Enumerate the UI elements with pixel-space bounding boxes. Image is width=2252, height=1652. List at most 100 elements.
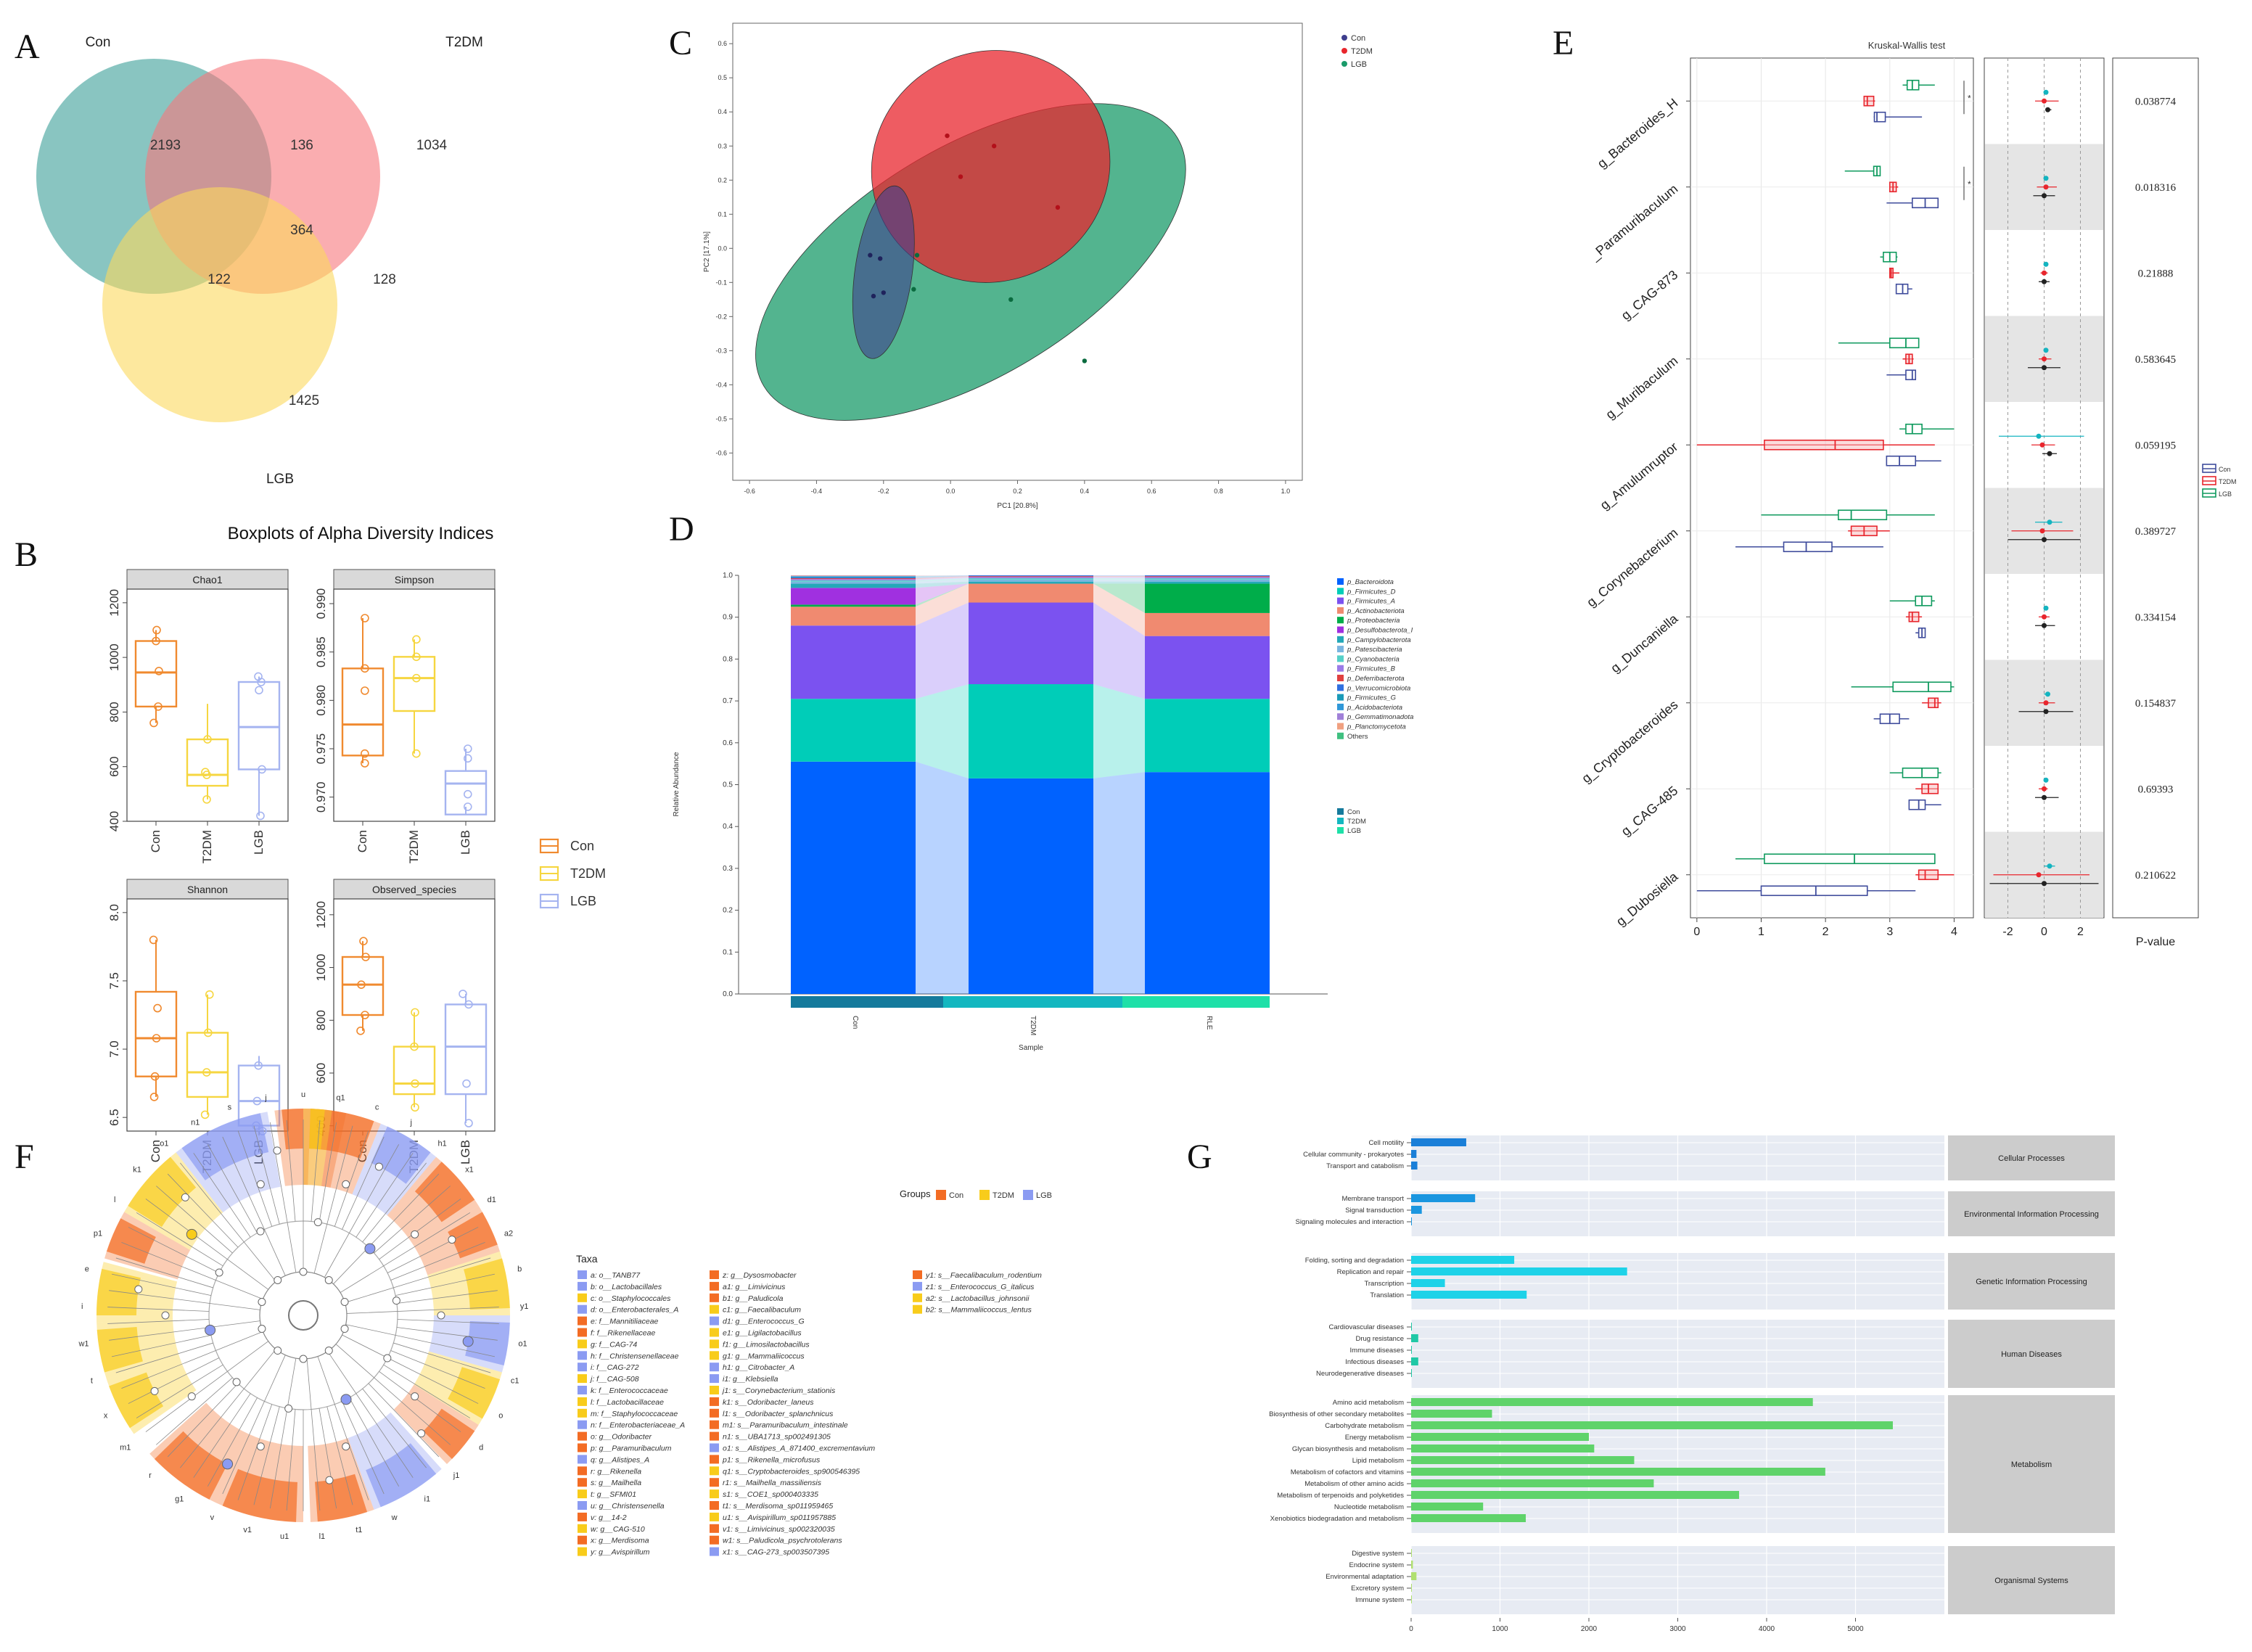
- stack-segment: [969, 576, 1093, 578]
- clade-node-label: v: [210, 1513, 215, 1522]
- taxa-legend-key: [578, 1512, 587, 1521]
- taxon-label: g_Cryptobacteroides: [1579, 697, 1681, 786]
- stack-connector: [916, 575, 969, 579]
- clade-node: [205, 1324, 216, 1336]
- pathway-label: Translation: [1370, 1291, 1404, 1299]
- box-point: [361, 953, 370, 961]
- x-tick-label: 5000: [1847, 1625, 1864, 1633]
- y-tick-label: 0.6: [718, 40, 727, 47]
- box-point: [204, 1028, 213, 1037]
- legend-label: p_Firmicutes_B: [1347, 665, 1396, 673]
- clade-node: [448, 1236, 456, 1244]
- pathway-label: Cellular community - prokaryotes: [1303, 1151, 1404, 1159]
- clade-node: [256, 1442, 265, 1451]
- taxa-legend-label: z: g__Dysosmobacter: [722, 1271, 797, 1280]
- clade-node-label: j: [264, 1093, 266, 1102]
- y-axis-label: Relative Abundance: [673, 752, 681, 816]
- groups-legend-key: [1023, 1190, 1033, 1200]
- clade-node-label: o1: [160, 1140, 168, 1148]
- box: [1889, 337, 1920, 349]
- x-tick-label: 1.0: [1281, 488, 1291, 495]
- pathway-bar: [1411, 1323, 1412, 1331]
- taxa-legend-key: [710, 1512, 719, 1521]
- taxon-label: _Paramuribaculum: [1587, 181, 1681, 264]
- clade-branch: [395, 1273, 496, 1296]
- y-tick-label: 0.0: [718, 244, 727, 252]
- taxa-legend-label: i: f__CAG-272: [591, 1363, 639, 1372]
- clade-node: [411, 1392, 419, 1401]
- stack-segment: [1145, 636, 1270, 699]
- groups-legend-key: [979, 1190, 990, 1200]
- scatter-point: [991, 144, 997, 149]
- box: [1863, 95, 1875, 107]
- taxon-label: g_Muribaculum: [1603, 353, 1681, 422]
- taxa-legend-label: m: f__Staphylococcaceae: [591, 1410, 678, 1418]
- section-strip: [1948, 1546, 2115, 1614]
- box-point: [411, 1103, 419, 1112]
- pathway-label: Membrane transport: [1341, 1195, 1404, 1203]
- stack-connector: [916, 581, 969, 588]
- pathway-label: Nucleotide metabolism: [1334, 1503, 1404, 1511]
- clade-branch: [317, 1356, 369, 1500]
- taxa-legend-key: [913, 1304, 922, 1314]
- clade-node: [340, 1325, 349, 1333]
- pathway-label: Transcription: [1364, 1280, 1404, 1288]
- clade-node-label: d: [479, 1443, 483, 1452]
- taxa-legend-key: [578, 1535, 587, 1545]
- box-point: [464, 744, 472, 753]
- clade-branch: [167, 1173, 239, 1248]
- stack-segment: [791, 578, 916, 580]
- taxa-legend-key: [578, 1397, 587, 1406]
- stack-segment: [791, 604, 916, 607]
- y-tick-label: 0.3: [718, 142, 727, 149]
- clade-node-label: r: [149, 1471, 152, 1480]
- x-tick-label: 4: [1951, 926, 1957, 938]
- box: [1838, 509, 1888, 521]
- clade-branch: [121, 1241, 263, 1299]
- taxon-label: g_Corynebacterium: [1584, 525, 1681, 610]
- legend-key: [1337, 684, 1344, 691]
- section-label: Organismal Systems: [1994, 1577, 2068, 1585]
- taxa-legend-label: q: g__Alistipes_A: [591, 1455, 649, 1464]
- taxa-legend-label: f1: g__Limosilactobacillus: [723, 1340, 810, 1349]
- taxa-legend-key: [578, 1351, 587, 1360]
- ci-point: [2043, 709, 2049, 715]
- ci-point: [2039, 528, 2045, 534]
- box: [1915, 595, 1933, 607]
- clade-root: [288, 1300, 319, 1331]
- ci-point: [2042, 98, 2047, 104]
- y-tick-label: 0.2: [723, 907, 733, 915]
- relative-abundance-stacked-bar: 0.0 0.1 0.2 0.3 0.4 0.5 0.6 0.7 0.8 0.9 1.0 Con T2DM…: [673, 572, 1413, 1052]
- box-point: [361, 759, 369, 768]
- ci-point: [2047, 451, 2052, 456]
- scatter-point: [911, 287, 916, 292]
- box-point: [361, 686, 369, 695]
- y-tick-label: 0.4: [718, 108, 727, 115]
- clade-node: [274, 1275, 282, 1284]
- box-point: [155, 667, 163, 675]
- clade-node: [342, 1180, 350, 1188]
- taxa-legend-label: d: o__Enterobacterales_A: [591, 1306, 678, 1315]
- taxa-legend-key: [578, 1420, 587, 1429]
- box: [1905, 369, 1917, 381]
- clade-node: [256, 1180, 265, 1188]
- box: [1764, 439, 1884, 451]
- ci-point: [2042, 365, 2047, 371]
- clade-node-label: u1: [280, 1532, 289, 1541]
- legend-key: [1337, 713, 1344, 720]
- pathway-bar: [1411, 1561, 1413, 1569]
- legend-label: p_Firmicutes_D: [1347, 588, 1396, 596]
- taxa-legend-label: a1: g__Limivicinus: [723, 1283, 786, 1291]
- clade-node-label: o: [498, 1411, 503, 1420]
- clade-node-label: w: [391, 1513, 398, 1522]
- stack-connector: [1093, 583, 1145, 613]
- stack-segment: [969, 575, 1093, 577]
- stack-segment: [791, 588, 916, 605]
- clade-node: [313, 1218, 322, 1227]
- facet-title: Chao1: [192, 574, 222, 585]
- panel-label-c: C: [669, 24, 692, 62]
- stack-segment: [791, 580, 916, 582]
- clade-highlight-inner: [128, 1156, 197, 1228]
- pca-scatter: -0.6 -0.4 -0.2 0.0 0.2 0.4 0.6 0.8 1.0 0.6 0.5 0.4 0…: [703, 22, 1373, 510]
- clade-highlight-inner: [371, 1126, 431, 1184]
